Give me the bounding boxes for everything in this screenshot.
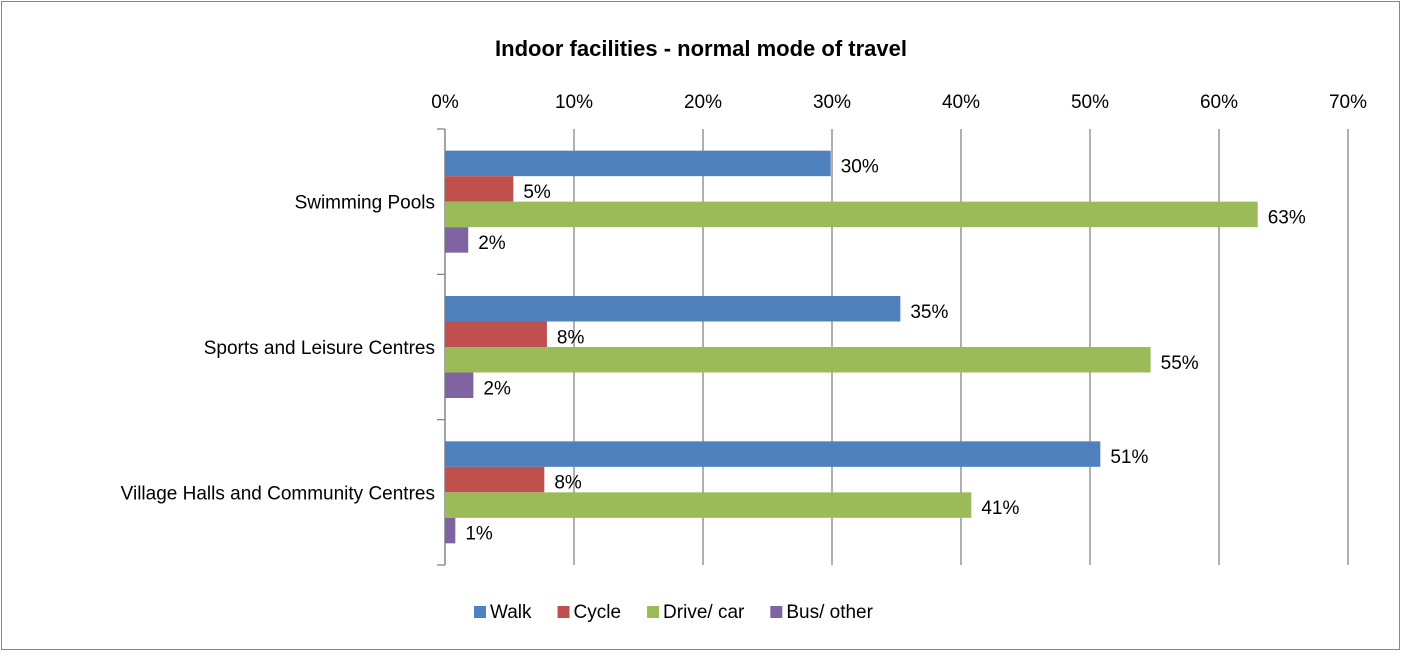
bar <box>445 150 831 177</box>
data-label: 2% <box>478 233 506 254</box>
data-label: 1% <box>465 524 493 545</box>
legend-swatch <box>474 606 486 618</box>
x-tick-label: 50% <box>1071 92 1109 113</box>
legend-label: Drive/ car <box>663 602 745 623</box>
bar <box>445 492 972 518</box>
x-tick-label: 10% <box>555 92 593 113</box>
bar <box>445 201 1258 228</box>
bar <box>445 347 1151 373</box>
x-tick-label: 70% <box>1329 92 1367 113</box>
data-label: 51% <box>1110 447 1148 468</box>
data-label: 2% <box>483 378 511 399</box>
legend-label: Cycle <box>574 602 622 623</box>
legend-swatch <box>557 606 570 618</box>
data-label: 55% <box>1161 353 1199 374</box>
data-label: 41% <box>981 498 1019 519</box>
x-tick-label: 40% <box>942 92 980 113</box>
x-tick-label: 30% <box>813 92 851 113</box>
bar <box>445 176 514 202</box>
y-tick-label: Swimming Pools <box>295 193 435 214</box>
bar <box>445 441 1101 467</box>
legend-label: Bus/ other <box>786 602 873 623</box>
legend-swatch <box>770 606 783 618</box>
x-tick-label: 20% <box>684 92 722 113</box>
chart-title: Indoor facilities - normal mode of trave… <box>495 36 907 61</box>
x-tick-label: 0% <box>431 92 459 113</box>
bar <box>445 466 545 493</box>
data-label: 30% <box>841 156 879 177</box>
data-label: 35% <box>910 302 948 323</box>
data-label: 8% <box>554 473 582 494</box>
data-label: 5% <box>523 182 551 203</box>
y-tick-label: Village Halls and Community Centres <box>121 483 435 504</box>
legend-label: Walk <box>490 602 532 623</box>
data-label: 8% <box>557 327 585 348</box>
bar <box>445 321 547 347</box>
x-tick-label: 60% <box>1200 92 1238 113</box>
bar <box>445 517 456 544</box>
y-tick-label: Sports and Leisure Centres <box>204 338 435 359</box>
bar <box>445 372 474 398</box>
bar <box>445 296 901 322</box>
legend-swatch <box>647 606 660 618</box>
data-label: 63% <box>1268 207 1306 228</box>
bar <box>445 227 469 253</box>
